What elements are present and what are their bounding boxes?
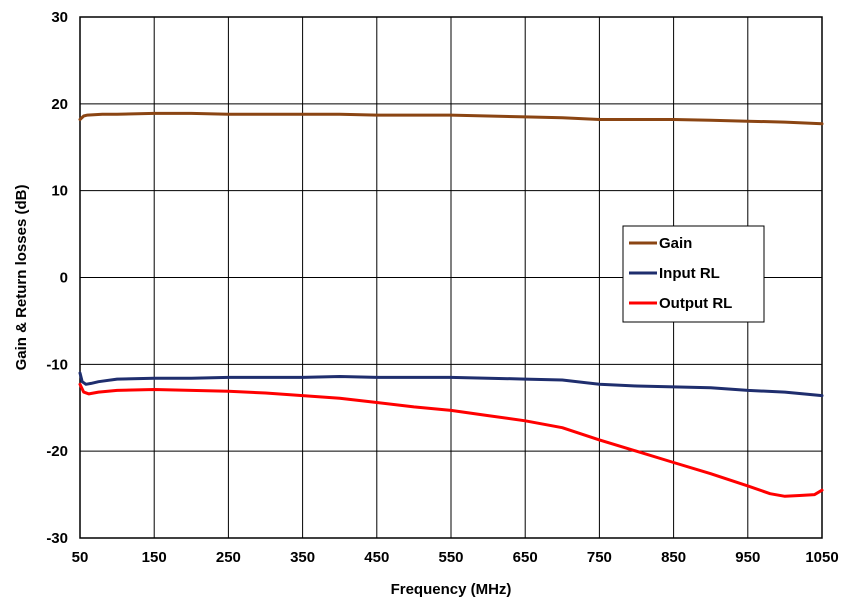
y-axis-tick-labels: 30 20 10 0 -10 -20 -30	[46, 9, 68, 547]
legend-label: Gain	[659, 235, 692, 252]
x-tick-label: 450	[364, 549, 389, 566]
series-line-input-rl	[78, 371, 824, 398]
x-axis-title: Frequency (MHz)	[391, 581, 512, 598]
x-tick-label: 250	[216, 549, 241, 566]
series-lines	[78, 111, 824, 498]
legend-label: Output RL	[659, 295, 732, 312]
y-tick-label: 0	[60, 270, 68, 287]
y-tick-label: -20	[46, 443, 68, 460]
x-tick-label: 150	[142, 549, 167, 566]
y-tick-label: 10	[51, 183, 68, 200]
legend-label: Input RL	[659, 265, 720, 282]
x-tick-label: 350	[290, 549, 315, 566]
x-tick-label: 650	[513, 549, 538, 566]
y-tick-label: -10	[46, 356, 68, 373]
x-tick-label: 750	[587, 549, 612, 566]
series-line-gain	[78, 111, 824, 126]
series-line-output-rl	[78, 382, 824, 498]
x-axis-tick-labels: 50 150 250 350 450 550 650 750 850 950 1050	[72, 549, 839, 566]
x-tick-label: 850	[661, 549, 686, 566]
x-tick-label: 950	[735, 549, 760, 566]
plot-area-frame	[79, 16, 823, 539]
y-axis-title: Gain & Return losses (dB)	[13, 185, 30, 371]
x-tick-label: 550	[438, 549, 463, 566]
y-tick-label: 30	[51, 9, 68, 26]
y-tick-label: -30	[46, 530, 68, 547]
y-tick-label: 20	[51, 96, 68, 113]
legend: Gain Input RL Output RL	[622, 225, 765, 323]
x-tick-label: 1050	[805, 549, 838, 566]
x-tick-label: 50	[72, 549, 89, 566]
